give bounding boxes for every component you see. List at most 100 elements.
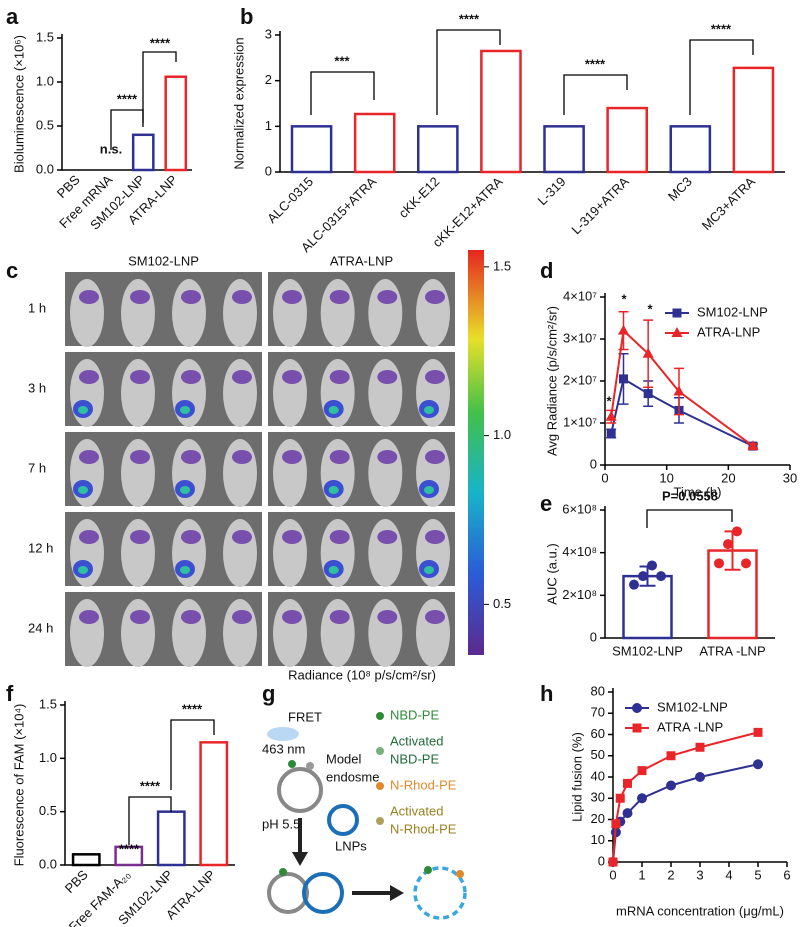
- signal: [377, 370, 398, 384]
- panel-label: d: [540, 258, 553, 283]
- x-tick-label: 3: [696, 867, 703, 882]
- annotation: ****: [585, 56, 606, 71]
- marker: [605, 410, 617, 421]
- diagram-legend: N-Rhod-PE: [390, 777, 457, 792]
- mouse: [121, 519, 155, 587]
- legend-label: SM102-LNP: [657, 699, 728, 714]
- signal: [79, 610, 99, 624]
- signal: [377, 290, 398, 304]
- x-tick-label: 10: [659, 470, 673, 485]
- marker: [747, 440, 759, 451]
- y-tick-label: 6×10⁸: [562, 501, 597, 516]
- panel-label: f: [6, 681, 14, 706]
- diagram-legend: NBD-PE: [390, 751, 439, 766]
- y-axis-label: Avg Radiance (p/s/cm²/sr): [544, 306, 559, 456]
- signal: [328, 566, 339, 574]
- bracket: [689, 39, 754, 115]
- mouse: [172, 279, 206, 347]
- bracket: [436, 29, 501, 115]
- x-tick-label: L-319: [534, 174, 568, 208]
- signal: [329, 290, 350, 304]
- signal: [181, 450, 201, 464]
- x-axis-label: mRNA concentration (μg/mL): [616, 903, 784, 918]
- marker: [666, 780, 676, 791]
- signal: [424, 486, 434, 494]
- signal: [425, 290, 445, 304]
- x-tick-label: 30: [783, 470, 797, 485]
- y-tick-label: 1.0: [39, 750, 57, 765]
- mouse: [320, 599, 355, 667]
- marker: [637, 766, 647, 776]
- mouse: [273, 439, 307, 507]
- mouse: [368, 359, 403, 427]
- signal: [130, 530, 150, 544]
- mouse: [121, 439, 155, 507]
- bar: [290, 125, 333, 174]
- marker: [695, 772, 705, 782]
- legend-marker: [632, 723, 642, 733]
- signal: [282, 610, 302, 624]
- bar: [164, 75, 188, 172]
- mouse: [172, 599, 206, 667]
- y-tick-label: 1: [265, 118, 272, 133]
- x-tick-label: 5: [754, 867, 761, 882]
- mouse: [121, 279, 155, 347]
- signal: [79, 370, 99, 384]
- marker: [606, 429, 616, 438]
- mouse: [368, 519, 403, 587]
- y-tick-label: 60: [591, 726, 605, 741]
- y-tick-label: 1.0: [36, 73, 54, 88]
- panel-label: h: [540, 681, 553, 706]
- signal: [425, 530, 445, 544]
- bracket: [310, 71, 375, 115]
- column-header: SM102-LNP: [128, 253, 199, 268]
- signal: [282, 290, 302, 304]
- annotation: *: [606, 393, 612, 408]
- y-tick-label: 20: [591, 811, 605, 826]
- mouse: [273, 599, 307, 667]
- bracket: [128, 796, 172, 845]
- diagram-legend: Activated: [390, 733, 443, 748]
- signal: [329, 450, 350, 464]
- diagram-legend: NBD-PE: [390, 707, 439, 722]
- signal: [425, 610, 445, 624]
- mouse: [223, 599, 257, 667]
- mouse: [223, 359, 257, 427]
- bar: [156, 810, 186, 867]
- annotation: ****: [150, 35, 171, 50]
- mouse: [416, 599, 450, 667]
- x-axis-label: Time (h): [674, 484, 722, 499]
- annotation: *: [621, 291, 627, 306]
- marker: [753, 759, 763, 770]
- x-tick-label: 0: [609, 867, 616, 882]
- marker: [623, 778, 632, 788]
- y-tick-label: 70: [591, 705, 605, 720]
- signal: [79, 450, 99, 464]
- row-label: 1 h: [28, 300, 46, 315]
- annotation: ****: [711, 21, 732, 36]
- x-tick-label: MC3+ATRA: [699, 174, 758, 233]
- marker: [643, 389, 653, 399]
- signal: [232, 530, 252, 544]
- y-tick-label: 0: [590, 456, 597, 471]
- signal: [180, 486, 190, 494]
- mouse: [121, 359, 155, 427]
- data-point: [723, 539, 733, 550]
- signal: [425, 450, 445, 464]
- signal: [282, 530, 302, 544]
- y-tick-label: 3×10⁷: [563, 330, 597, 345]
- column-header: ATRA-LNP: [330, 253, 393, 268]
- colorbar-label: Radiance (10⁸ p/s/cm²/sr): [288, 667, 436, 682]
- bracket: [646, 509, 733, 528]
- x-tick-label: L-319+ATRA: [568, 174, 632, 238]
- x-tick-label: ALC-0315: [264, 174, 316, 226]
- diagram-legend: Activated: [390, 803, 443, 818]
- y-tick-label: 0: [590, 629, 597, 644]
- y-tick-label: 0.0: [36, 161, 54, 176]
- signal: [130, 450, 150, 464]
- row-label: 7 h: [28, 460, 46, 475]
- legend-marker: [632, 703, 642, 713]
- signal: [181, 290, 201, 304]
- diagram-label: Model: [326, 751, 362, 766]
